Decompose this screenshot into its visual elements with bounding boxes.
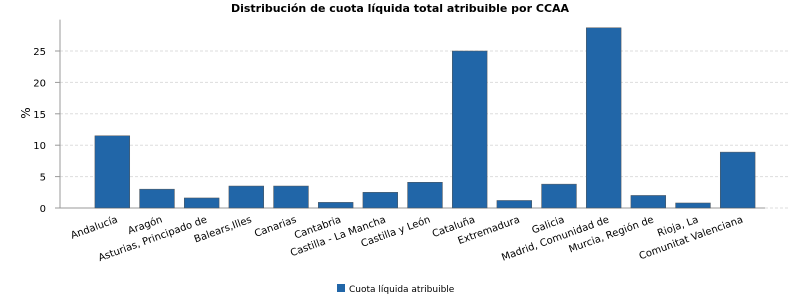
y-tick-label: 20 [33,78,46,89]
bar [407,182,443,209]
bar [630,195,667,209]
bar [317,202,354,209]
bar [228,185,265,209]
legend-swatch [337,284,345,292]
legend-label: Cuota líquida atribuible [349,285,455,295]
y-tick-label: 0 [40,204,46,215]
x-tick-label: Andalucía [69,214,119,242]
bar [496,200,533,209]
bar [139,188,175,209]
x-tick-label: Canarias [253,214,298,239]
bar [183,197,220,209]
bar [541,183,577,209]
bar [719,151,756,209]
bar [94,135,131,209]
bar [273,185,309,209]
bar [675,202,711,209]
y-tick-label: 15 [33,110,46,121]
bar [451,50,488,209]
y-tick-label: 25 [33,47,46,58]
chart-title: Distribución de cuota líquida total atri… [231,2,570,15]
y-axis-label: % [19,107,33,118]
y-tick-label: 10 [33,141,46,152]
bar [585,27,622,209]
y-tick-label: 5 [40,173,46,184]
bar [362,192,399,209]
